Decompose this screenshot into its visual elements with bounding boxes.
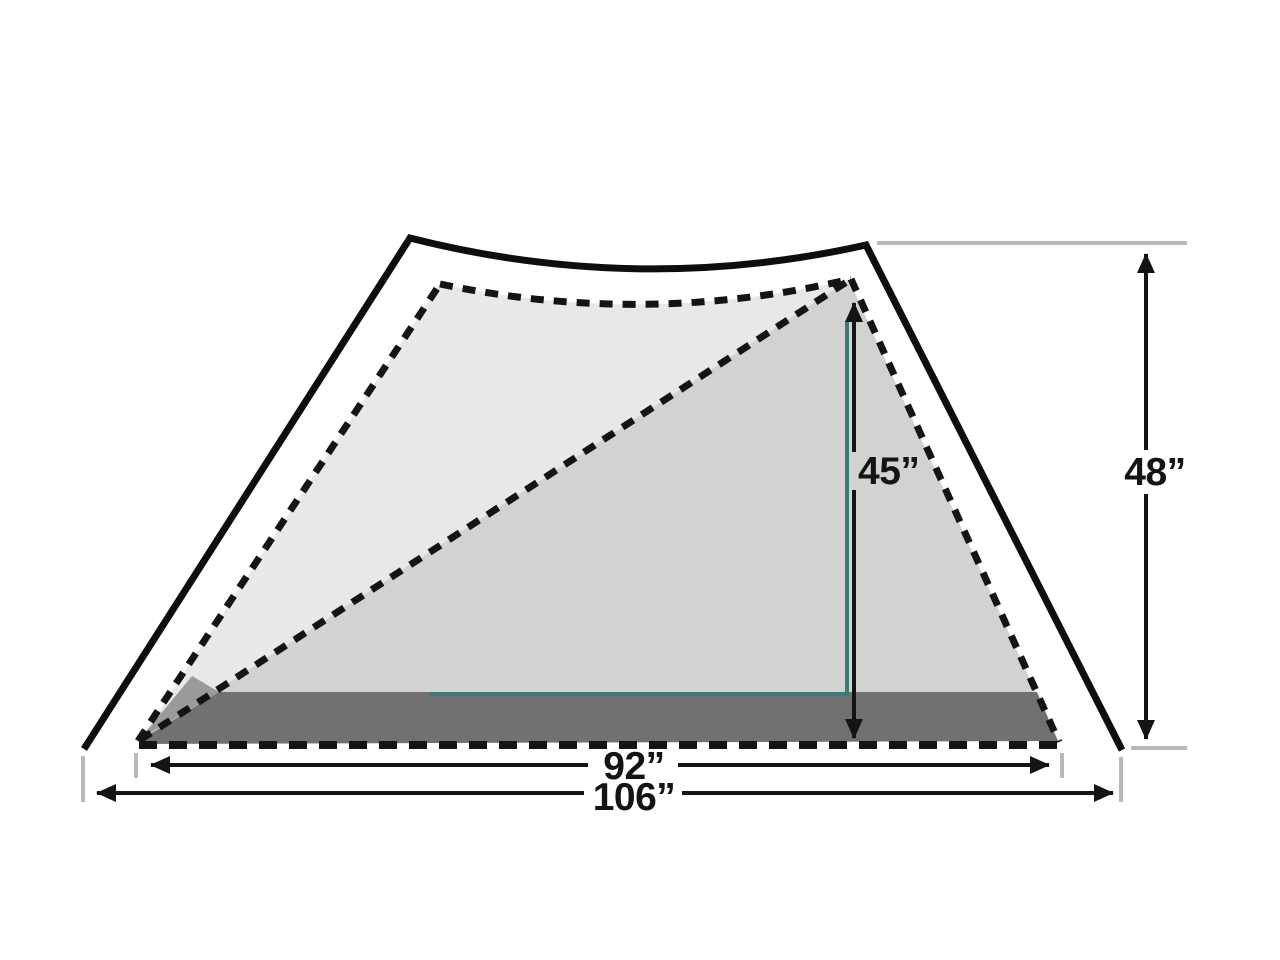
interior-shaded-triangle bbox=[140, 280, 1058, 741]
inner-diagonal bbox=[138, 278, 850, 743]
floor-band bbox=[139, 692, 1058, 744]
reference-marks bbox=[81, 241, 1187, 802]
dimension-lines bbox=[96, 253, 1155, 802]
height-marker-line bbox=[429, 322, 849, 696]
inner-right-edge bbox=[847, 277, 1063, 744]
dimension-labels: 45” 48” 92” 106” bbox=[593, 450, 1186, 819]
inner-top-curve bbox=[439, 275, 852, 308]
outer-width-label: 106” bbox=[593, 776, 676, 819]
inner-width-label: 92” bbox=[603, 745, 664, 788]
outer-height-label: 48” bbox=[1124, 451, 1185, 494]
inner-tent-outline bbox=[135, 275, 1063, 749]
inner-height-label: 45” bbox=[858, 450, 919, 493]
outer-fly-outline bbox=[81, 233, 1126, 752]
